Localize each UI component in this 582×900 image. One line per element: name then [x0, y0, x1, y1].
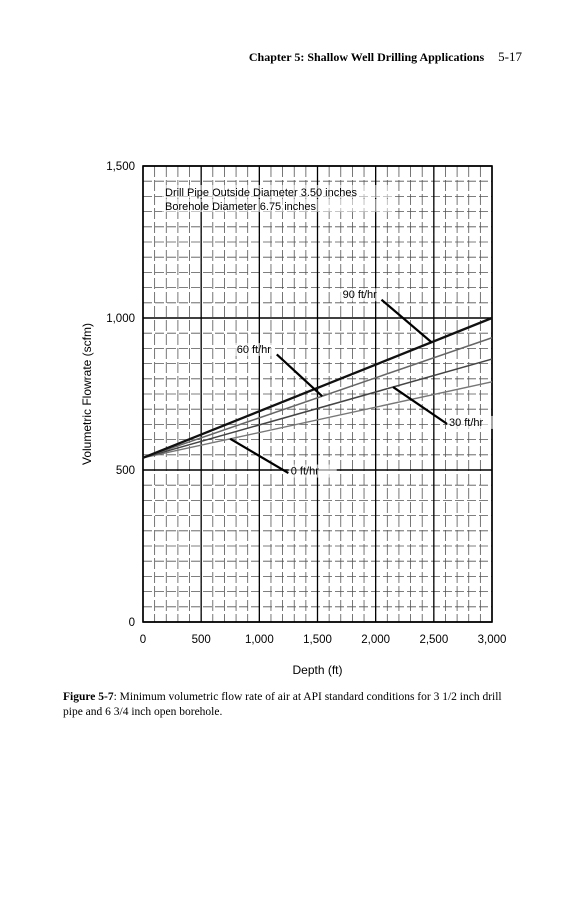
x-tick-label: 3,000	[478, 634, 507, 646]
leader-line	[276, 353, 323, 398]
y-tick-label: 1,500	[106, 161, 135, 173]
figure-caption: Figure 5-7: Minimum volumetric flow rate…	[63, 690, 523, 720]
y-tick-label: 500	[116, 465, 135, 477]
y-tick-labels: 0 500 1,000 1,500	[106, 161, 135, 629]
annotation-backdrop	[288, 464, 337, 478]
x-tick-label: 1,000	[245, 634, 274, 646]
series-line	[142, 381, 493, 459]
x-tick-label: 500	[192, 634, 211, 646]
annotation-backdrop	[446, 415, 495, 429]
x-tick-label: 2,000	[361, 634, 390, 646]
series-annotations: 0 ft/hr 30 ft/hr 60 ft/hr 90 ft/hr	[224, 288, 495, 478]
x-tick-label: 2,500	[419, 634, 448, 646]
series-label: 60 ft/hr	[237, 344, 272, 356]
x-axis-title: Depth (ft)	[292, 663, 342, 677]
x-tick-label: 0	[140, 634, 146, 646]
annotation-backdrop	[330, 288, 379, 302]
series-line	[142, 337, 493, 459]
chart-notes: Drill Pipe Outside Diameter 3.50 inches B…	[162, 185, 392, 213]
leader-line	[392, 386, 449, 426]
series-lines	[142, 316, 493, 459]
x-tick-labels: 0 500 1,000 1,500 2,000 2,500 3,000	[140, 634, 507, 646]
note-text: Drill Pipe Outside Diameter 3.50 inches	[165, 187, 357, 199]
series-label: 90 ft/hr	[343, 289, 378, 301]
figure-label: Figure 5-7	[63, 691, 114, 703]
flowrate-chart: Drill Pipe Outside Diameter 3.50 inches B…	[80, 161, 507, 677]
plot-frame	[142, 165, 493, 623]
x-tick-label: 1,500	[303, 634, 332, 646]
note-text: Borehole Diameter 6.75 inches	[165, 201, 317, 213]
note-backdrop	[162, 199, 392, 212]
y-tick-label: 0	[129, 617, 135, 629]
caption-text: : Minimum volumetric flow rate of air at…	[63, 691, 502, 718]
page-number: 5-17	[498, 49, 522, 64]
series-label: 0 ft/hr	[291, 466, 319, 478]
note-backdrop	[162, 185, 392, 198]
series-line	[142, 358, 493, 459]
leader-line	[380, 298, 433, 344]
series-label: 30 ft/hr	[449, 417, 484, 429]
y-axis-title: Volumetric Flowrate (scfm)	[80, 323, 94, 465]
leader-line	[229, 437, 289, 474]
y-tick-label: 1,000	[106, 313, 135, 325]
page-header: Chapter 5: Shallow Well Drilling Applica…	[249, 49, 522, 65]
annotation-backdrop	[224, 342, 273, 356]
chapter-title: Chapter 5: Shallow Well Drilling Applica…	[248, 50, 485, 64]
series-line	[142, 316, 493, 459]
leader-lines	[229, 298, 449, 474]
